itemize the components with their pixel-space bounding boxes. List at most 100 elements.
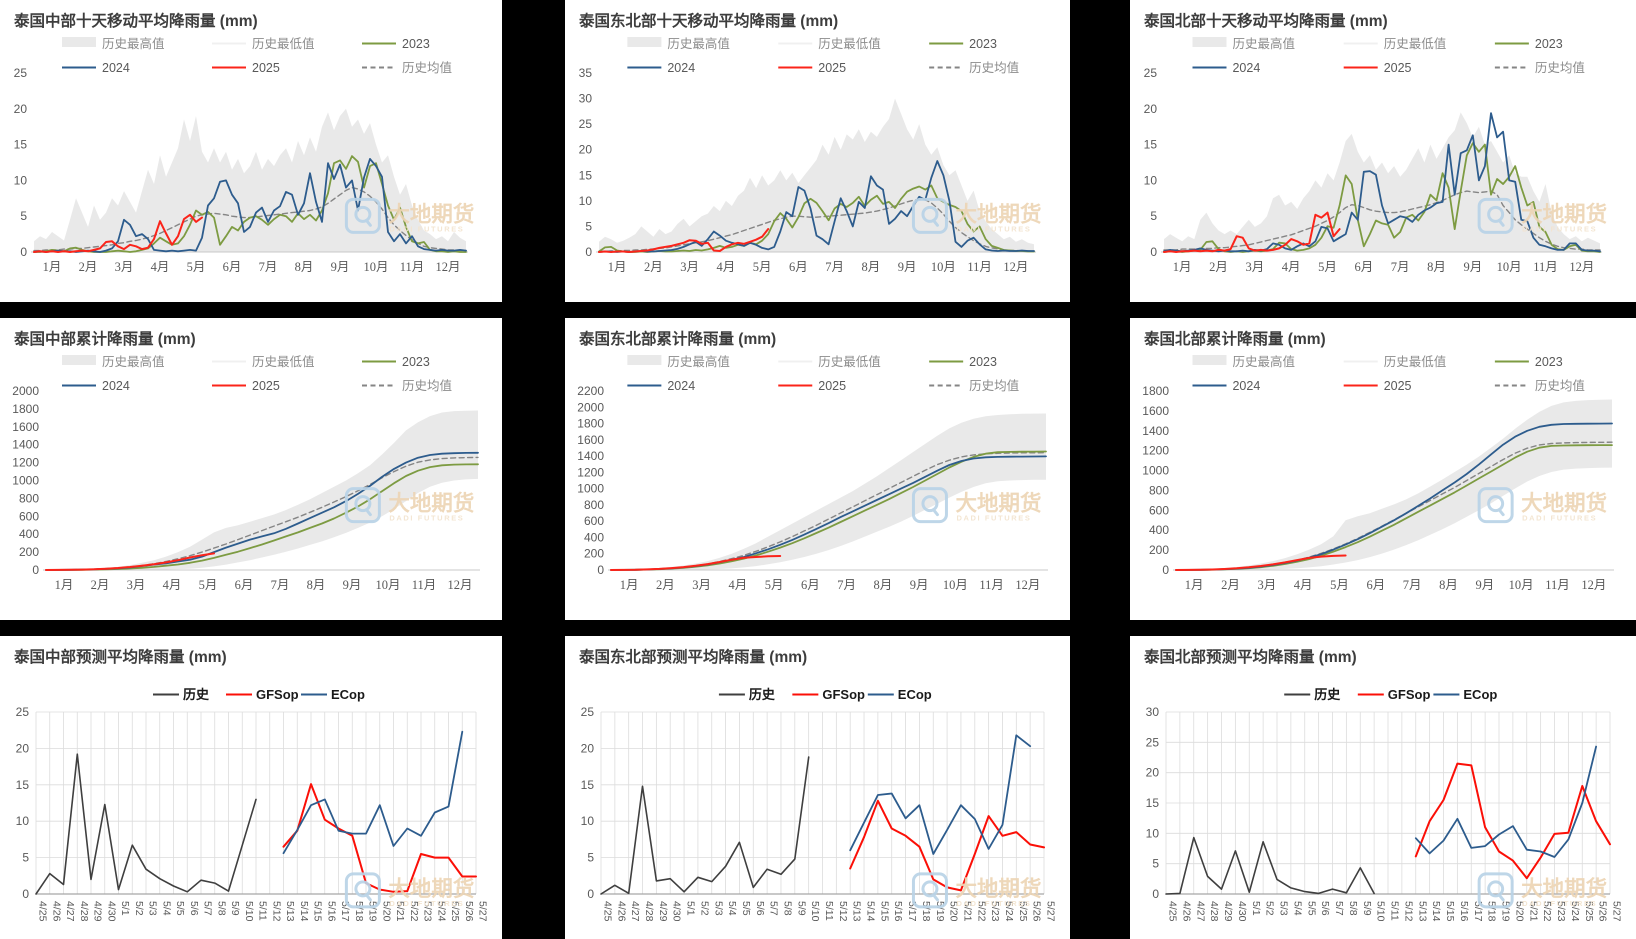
- x-tick-label: 10月: [1497, 260, 1522, 274]
- x-tick-label: 10月: [931, 260, 956, 274]
- chart-title: 泰国东北部累计降雨量 (mm): [578, 329, 776, 348]
- y-tick-label: 20: [579, 143, 593, 157]
- x-tick-label: 5/20: [948, 901, 960, 922]
- x-tick-label: 7月: [1391, 260, 1410, 274]
- legend-item-north-cum-3: 2024: [1192, 379, 1260, 393]
- x-tick-label: 4/30: [105, 901, 117, 922]
- x-tick-label: 1月: [43, 260, 62, 274]
- y-tick-label: 1200: [1142, 444, 1169, 458]
- legend-item-north-forecast-2: ECop: [1433, 687, 1497, 702]
- y-tick-label: 1600: [1142, 404, 1169, 418]
- legend-item-central-forecast-2: ECop: [301, 687, 365, 702]
- x-tick-label: 4/29: [657, 901, 669, 922]
- x-tick-label: 5/8: [215, 901, 227, 916]
- series-hist-max-band: [599, 98, 1034, 252]
- x-tick-label: 5/26: [1031, 901, 1043, 922]
- y-tick-label: 2000: [12, 384, 39, 398]
- x-tick-label: 5/25: [1017, 901, 1029, 922]
- x-tick-label: 5/18: [353, 901, 365, 922]
- x-tick-label: 7月: [837, 578, 856, 592]
- x-tick-label: 5/3: [712, 901, 724, 916]
- x-tick-label: 5/16: [892, 901, 904, 922]
- y-tick-label: 10: [1146, 826, 1160, 840]
- chart-title: 泰国中部累计降雨量 (mm): [13, 329, 196, 348]
- legend-item-central-ma-3: 2024: [62, 61, 130, 75]
- x-tick-label: 5/24: [1569, 901, 1581, 922]
- x-tick-label: 5/23: [1555, 901, 1567, 922]
- series-2024: [33, 157, 467, 253]
- series-ecop: [1414, 745, 1598, 858]
- x-tick-label: 5月: [1330, 578, 1349, 592]
- y-tick-label: 600: [19, 509, 39, 523]
- x-tick-label: 5/20: [380, 901, 392, 922]
- x-tick-label: 4月: [728, 578, 747, 592]
- x-tick-label: 5/2: [1264, 901, 1276, 916]
- y-tick-label: 20: [16, 741, 30, 755]
- central-cum-chart: 泰国中部累计降雨量 (mm) 0 200 400 600 800 1000 1200 1400 1…: [12, 329, 480, 592]
- x-tick-label: 5/4: [726, 901, 738, 916]
- x-tick-label: 12月: [1581, 578, 1606, 592]
- y-tick-label: 15: [1144, 138, 1158, 152]
- series-2023: [33, 155, 467, 253]
- x-tick-label: 12月: [1003, 260, 1028, 274]
- chart-panel-north-forecast: 泰国北部预测平均降雨量 (mm) 0 5 10 15 20 25 30 4/25 4/26 4/27…: [1130, 636, 1636, 939]
- x-tick-label: 1月: [608, 260, 627, 274]
- legend-label: 历史: [1314, 687, 1341, 702]
- legend-item-central-cum-4: 2025: [212, 379, 280, 393]
- y-tick-label: 1400: [1142, 424, 1169, 438]
- legend-label: 历史: [183, 687, 210, 702]
- legend-item-north-ma-3: 2024: [1192, 61, 1260, 75]
- x-tick-label: 8月: [861, 260, 880, 274]
- legend-label: 历史最高值: [1232, 354, 1295, 369]
- y-tick-label: 5: [1150, 209, 1157, 223]
- x-tick-label: 5/23: [989, 901, 1001, 922]
- x-tick-label: 4/26: [1180, 901, 1192, 922]
- x-tick-label: 5/7: [1333, 901, 1345, 916]
- x-tick-label: 4/28: [643, 901, 655, 922]
- chart-panel-central-forecast: 泰国中部预测平均降雨量 (mm) 0 5 10 15 20 25 4/25 4/26 4/27 4/…: [0, 636, 502, 939]
- x-tick-label: 5/21: [961, 901, 973, 922]
- legend-item-north-ma-1: 历史最低值: [1343, 36, 1446, 51]
- y-tick-label: 30: [579, 92, 593, 106]
- legend-label: ECop: [1463, 687, 1497, 702]
- series-2025: [1163, 211, 1341, 253]
- x-tick-label: 5/4: [160, 901, 172, 916]
- x-tick-label: 12月: [1569, 260, 1594, 274]
- legend-item-northeast-forecast-0: 历史: [718, 687, 776, 702]
- y-tick-label: 1600: [12, 420, 39, 434]
- y-tick-label: 2200: [577, 384, 604, 398]
- y-tick-label: 25: [581, 705, 595, 719]
- watermark-text: 大地期货: [1521, 491, 1607, 516]
- legend-item-northeast-ma-3: 2024: [627, 61, 695, 75]
- legend-label: 2024: [667, 379, 695, 393]
- x-tick-label: 11月: [979, 578, 1004, 592]
- legend-label: 历史均值: [969, 60, 1019, 75]
- x-tick-label: 8月: [873, 578, 892, 592]
- legend-item-northeast-ma-4: 2025: [778, 61, 846, 75]
- legend-label: 历史最低值: [818, 36, 881, 51]
- x-tick-label: 5/4: [1291, 901, 1303, 916]
- x-tick-label: 11月: [412, 578, 437, 592]
- y-tick-label: 1800: [12, 402, 39, 416]
- legend-item-northeast-cum-5: 历史均值: [929, 378, 1019, 393]
- dadi-logo-icon: [344, 872, 381, 909]
- y-tick-label: 15: [1146, 796, 1160, 810]
- x-tick-label: 12月: [1015, 578, 1040, 592]
- series-2024: [598, 160, 1035, 253]
- x-tick-label: 1月: [1173, 260, 1192, 274]
- x-tick-label: 5/1: [685, 901, 697, 916]
- dadi-logo-icon: [344, 197, 381, 234]
- x-tick-label: 4/25: [602, 901, 614, 922]
- legend-label: 2024: [1232, 61, 1260, 75]
- x-tick-label: 5/8: [1347, 901, 1359, 916]
- y-tick-label: 10: [1144, 173, 1158, 187]
- legend-item-north-cum-0: 历史最高值: [1192, 354, 1295, 369]
- x-tick-label: 5/8: [782, 901, 794, 916]
- chart-panel-north-ma: 泰国北部十天移动平均降雨量 (mm) 0 5 10 15 20 25 1月 2月 3月 4月 5月 6月…: [1130, 0, 1636, 302]
- x-tick-label: 5/5: [740, 901, 752, 916]
- x-tick-label: 4/27: [1194, 901, 1206, 922]
- y-tick-label: 1200: [12, 456, 39, 470]
- chart-panel-northeast-forecast: 泰国东北部预测平均降雨量 (mm) 0 5 10 15 20 25 4/25 4/26 4/27 4…: [565, 636, 1070, 939]
